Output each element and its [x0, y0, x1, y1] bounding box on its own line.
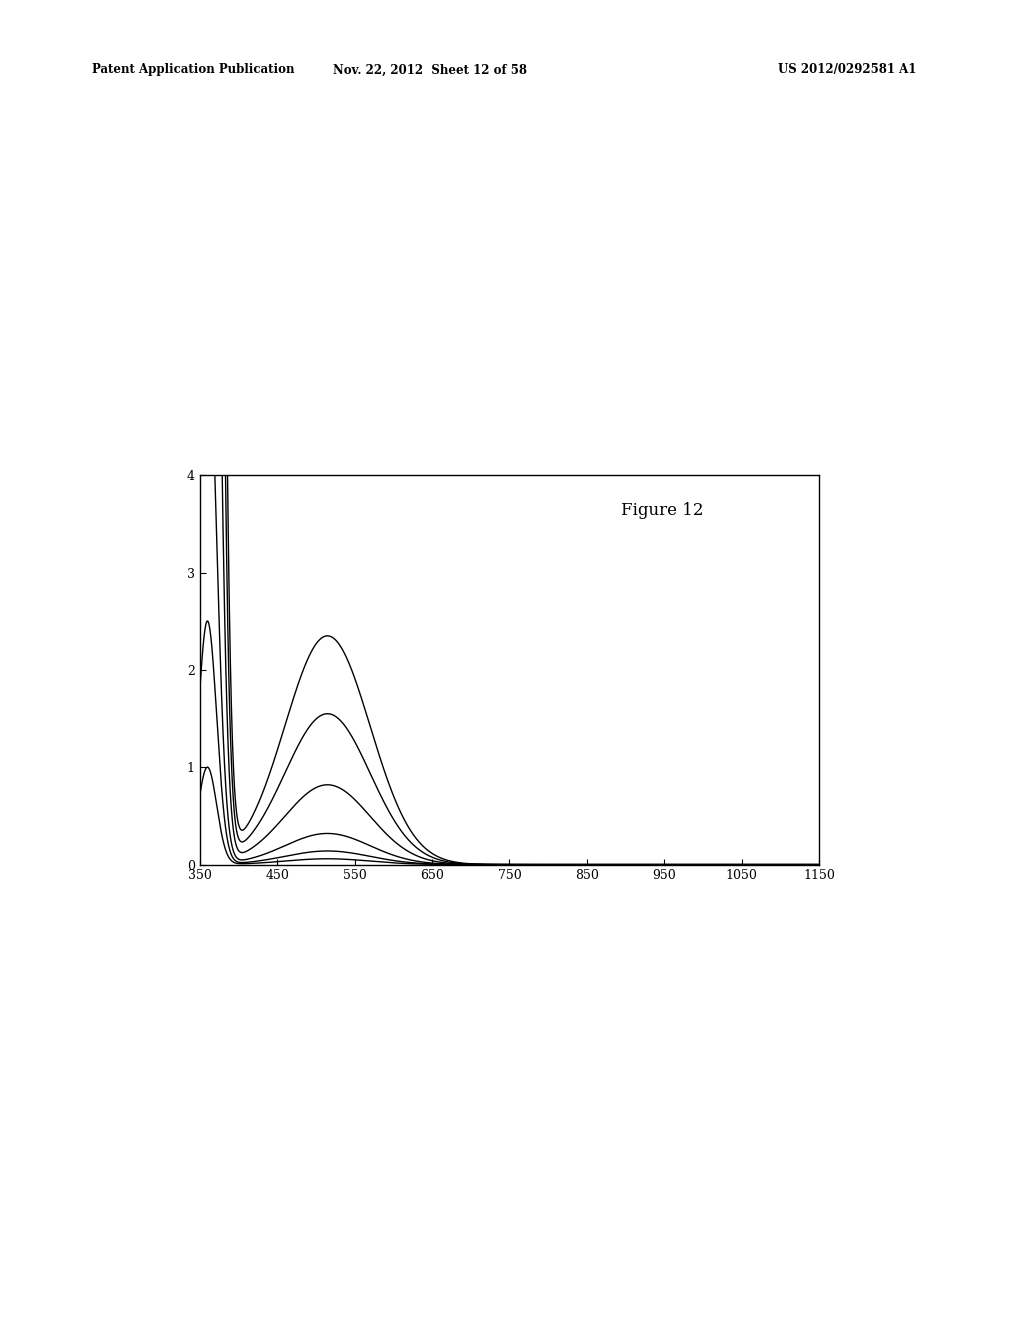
Text: Nov. 22, 2012  Sheet 12 of 58: Nov. 22, 2012 Sheet 12 of 58 [333, 63, 527, 77]
Text: Figure 12: Figure 12 [621, 503, 703, 520]
Text: US 2012/0292581 A1: US 2012/0292581 A1 [778, 63, 916, 77]
Text: Patent Application Publication: Patent Application Publication [92, 63, 295, 77]
